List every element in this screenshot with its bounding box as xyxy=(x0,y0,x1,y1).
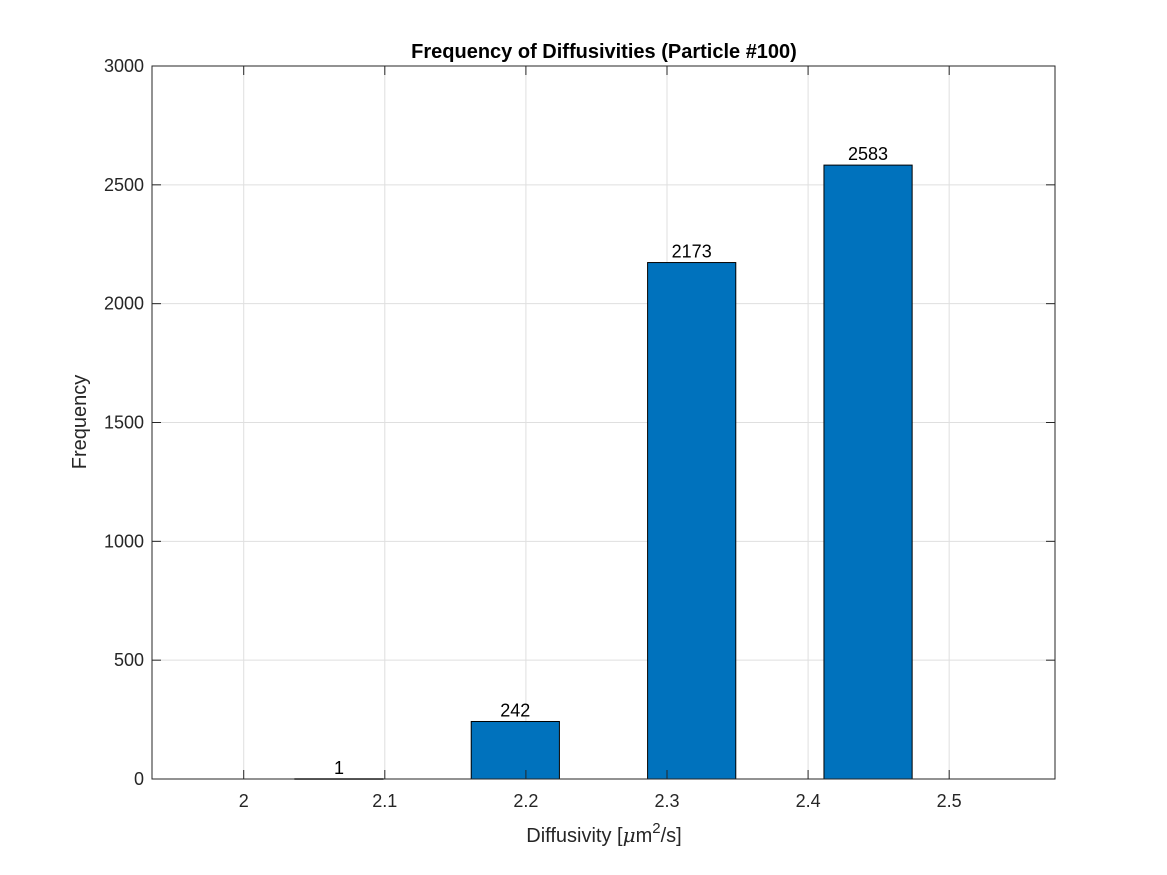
bar-value-label: 2583 xyxy=(848,144,888,164)
x-tick-label: 2 xyxy=(239,791,249,811)
y-tick-label: 1000 xyxy=(104,531,144,551)
chart-title: Frequency of Diffusivities (Particle #10… xyxy=(411,41,797,63)
x-tick-label: 2.3 xyxy=(654,791,679,811)
y-tick-label: 500 xyxy=(114,650,144,670)
x-tick-label: 2.1 xyxy=(372,791,397,811)
axes: 2 2.1 2.2 2.3 2.4 2.5 0 500 1000 1500 2000 2500 3000 xyxy=(104,56,1056,811)
x-tick-label: 2.4 xyxy=(796,791,821,811)
bar xyxy=(823,164,913,780)
x-axis-label: Diffusivity [μm2/s] xyxy=(526,820,681,847)
y-axis-label: Frequency xyxy=(69,375,91,470)
bar xyxy=(470,720,560,780)
x-axis-label-prefix: Diffusivity [ xyxy=(526,825,623,847)
x-tick-label: 2.5 xyxy=(937,791,962,811)
y-tick-label: 2000 xyxy=(104,294,144,314)
bar-value-label: 2173 xyxy=(672,242,712,262)
y-tick-label: 0 xyxy=(134,769,144,789)
x-axis-label-mu: μ xyxy=(623,823,636,847)
x-tick-label: 2.2 xyxy=(513,791,538,811)
y-tick-label: 2500 xyxy=(104,175,144,195)
y-tick-label: 1500 xyxy=(104,413,144,433)
y-tick-label: 3000 xyxy=(104,56,144,76)
data-labels: 1 242 2173 2583 xyxy=(334,144,888,778)
bars xyxy=(294,164,913,780)
x-axis-label-unit: m xyxy=(636,825,653,847)
x-axis-label-suffix: /s] xyxy=(661,825,682,847)
bar-value-label: 242 xyxy=(500,700,530,720)
bar-value-label: 1 xyxy=(334,758,344,778)
x-axis-label-superscript: 2 xyxy=(652,820,660,837)
bar xyxy=(647,262,737,780)
